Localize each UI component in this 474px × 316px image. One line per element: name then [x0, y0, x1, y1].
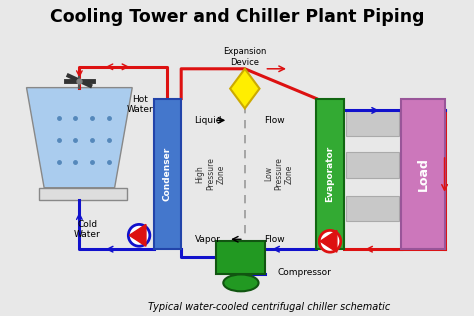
- Ellipse shape: [223, 275, 258, 291]
- Bar: [217, 241, 265, 274]
- Polygon shape: [320, 230, 337, 252]
- Polygon shape: [129, 224, 146, 246]
- Text: Low
Pressure
Zone: Low Pressure Zone: [264, 157, 294, 190]
- Bar: [154, 99, 181, 249]
- Polygon shape: [230, 69, 260, 108]
- Text: Evaporator: Evaporator: [326, 146, 335, 202]
- Text: Cold
Water: Cold Water: [74, 220, 100, 239]
- Text: Vapor: Vapor: [195, 235, 220, 244]
- Bar: [346, 196, 399, 222]
- Bar: [346, 152, 399, 178]
- Text: Typical water-cooled centrifugal chiller schematic: Typical water-cooled centrifugal chiller…: [148, 302, 391, 312]
- Text: Liquid: Liquid: [194, 116, 221, 125]
- Text: Cooling Tower and Chiller Plant Piping: Cooling Tower and Chiller Plant Piping: [50, 8, 424, 26]
- Text: Load: Load: [417, 157, 429, 191]
- Bar: [346, 110, 399, 136]
- Text: Flow: Flow: [264, 235, 284, 244]
- Text: Hot
Water: Hot Water: [127, 95, 154, 114]
- Text: High
Pressure
Zone: High Pressure Zone: [196, 157, 226, 190]
- Bar: [316, 99, 344, 249]
- Text: Condenser: Condenser: [163, 147, 172, 201]
- Text: Flow: Flow: [264, 116, 284, 125]
- Circle shape: [128, 224, 150, 246]
- Circle shape: [319, 230, 341, 252]
- Bar: [401, 99, 445, 249]
- Text: Compressor: Compressor: [277, 269, 331, 277]
- Polygon shape: [27, 88, 132, 188]
- Bar: [39, 188, 128, 200]
- Text: Expansion
Device: Expansion Device: [223, 47, 266, 67]
